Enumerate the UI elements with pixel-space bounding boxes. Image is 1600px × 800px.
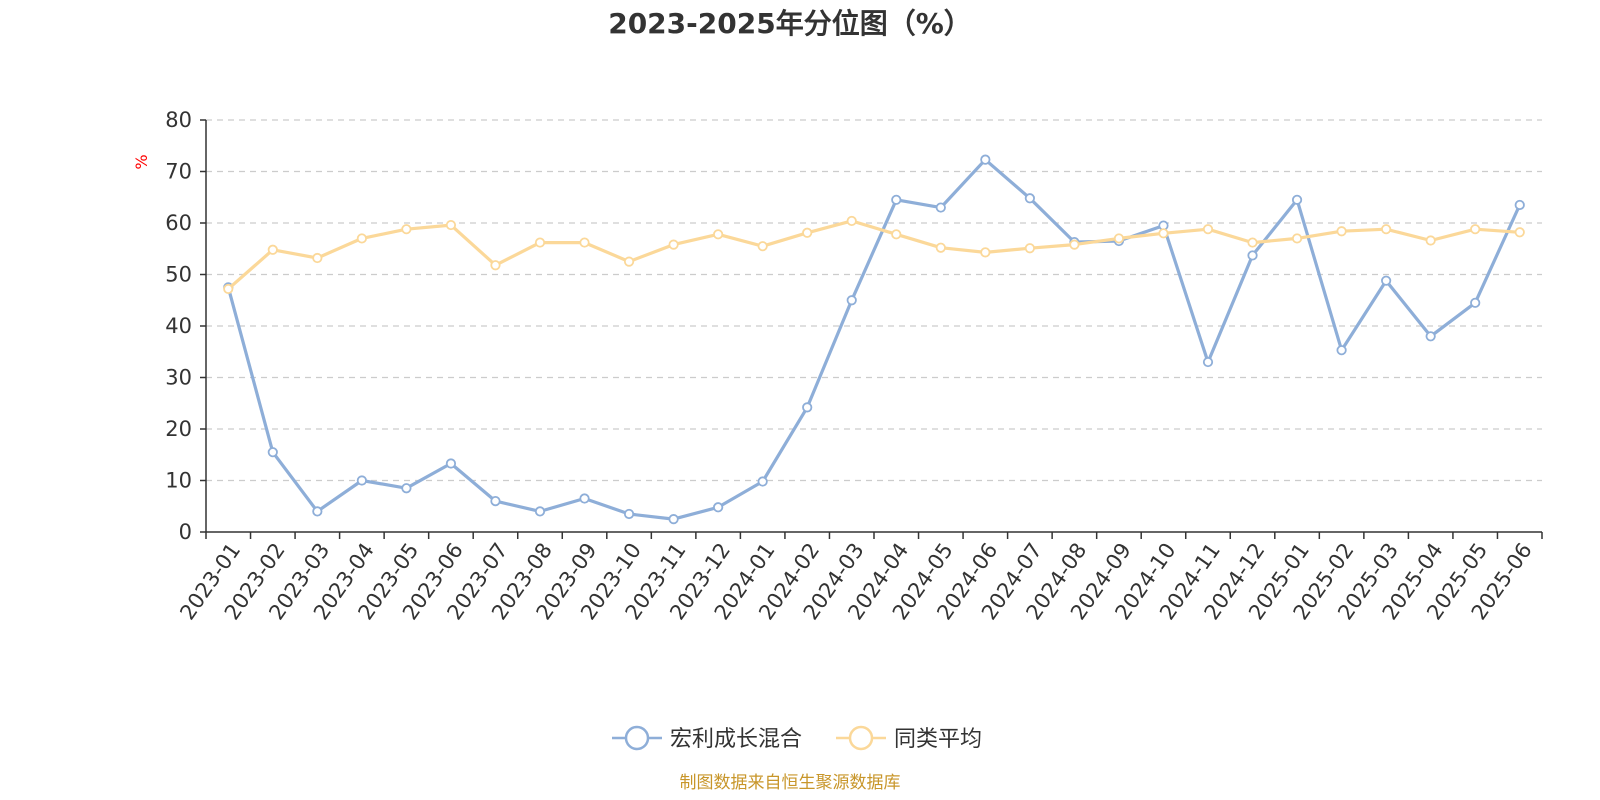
data-point[interactable]	[1202, 224, 1214, 235]
data-point[interactable]	[1113, 233, 1125, 244]
data-point[interactable]	[267, 447, 278, 458]
data-point[interactable]	[401, 483, 412, 494]
data-point[interactable]	[1381, 275, 1392, 286]
data-point[interactable]	[223, 283, 234, 295]
data-point[interactable]	[713, 229, 724, 240]
series-1	[223, 154, 1525, 525]
y-tick-label: 0	[179, 520, 192, 544]
data-point[interactable]	[935, 242, 946, 253]
data-point[interactable]	[312, 252, 323, 264]
data-point[interactable]	[1470, 297, 1481, 308]
y-tick-labels: 0 10 20 30 40 50 60 70 80	[165, 108, 192, 544]
y-tick-label: 50	[165, 263, 192, 287]
legend-item[interactable]: 宏利成长混合	[612, 725, 802, 752]
data-point[interactable]	[490, 495, 501, 507]
legend-marker-icon	[624, 725, 650, 751]
data-point[interactable]	[668, 514, 679, 525]
y-unit-label: %	[132, 154, 151, 169]
y-tick-label: 70	[165, 160, 192, 184]
axes	[200, 119, 1543, 539]
data-point[interactable]	[1024, 193, 1035, 204]
x-tick-labels: 2023-012023-022023-032023-042023-052023-…	[175, 539, 1536, 625]
data-point[interactable]	[1247, 250, 1258, 261]
y-tick-label: 10	[165, 469, 192, 493]
data-point[interactable]	[1291, 233, 1303, 244]
series-line	[226, 158, 1522, 521]
series-line	[227, 219, 1520, 291]
data-point[interactable]	[668, 239, 679, 250]
y-tick-label: 40	[165, 314, 192, 338]
data-point[interactable]	[1514, 227, 1525, 238]
data-point[interactable]	[802, 227, 813, 238]
data-point[interactable]	[935, 202, 946, 213]
data-point[interactable]	[534, 237, 546, 248]
data-point[interactable]	[1291, 194, 1303, 205]
data-point[interactable]	[579, 237, 590, 248]
data-point[interactable]	[891, 229, 902, 240]
data-point[interactable]	[1336, 345, 1347, 356]
data-point[interactable]	[757, 476, 768, 487]
y-tick-label: 20	[165, 417, 192, 441]
series-lines	[223, 154, 1525, 525]
data-point[interactable]	[1381, 224, 1392, 235]
y-tick-label: 60	[165, 211, 192, 235]
legend-item[interactable]: 同类平均	[836, 725, 982, 752]
data-point[interactable]	[490, 260, 501, 271]
data-point[interactable]	[1158, 228, 1169, 239]
data-point[interactable]	[356, 475, 367, 486]
data-point[interactable]	[1336, 226, 1347, 237]
data-point[interactable]	[846, 295, 857, 306]
legend-label: 同类平均	[894, 727, 982, 752]
data-point[interactable]	[846, 215, 857, 227]
data-point[interactable]	[356, 233, 367, 244]
data-point[interactable]	[579, 493, 590, 504]
source-note: 制图数据来自恒生聚源数据库	[680, 773, 901, 793]
data-point[interactable]	[713, 502, 724, 513]
data-point[interactable]	[1514, 199, 1525, 211]
data-point[interactable]	[891, 194, 902, 205]
y-tick-label: 80	[165, 108, 192, 132]
data-point[interactable]	[980, 247, 991, 258]
legend-marker-icon	[848, 725, 874, 751]
legend-label: 宏利成长混合	[670, 727, 802, 752]
series-2	[223, 215, 1525, 295]
legend[interactable]: 宏利成长混合 同类平均	[612, 725, 982, 752]
data-point[interactable]	[1069, 239, 1080, 250]
data-point[interactable]	[1247, 237, 1258, 248]
data-point[interactable]	[401, 224, 412, 235]
data-point[interactable]	[1470, 224, 1481, 235]
data-point[interactable]	[1024, 243, 1035, 254]
data-point[interactable]	[312, 506, 323, 517]
data-point[interactable]	[1202, 356, 1214, 368]
data-point[interactable]	[802, 402, 813, 413]
grid-lines	[206, 119, 1542, 482]
data-point[interactable]	[623, 508, 635, 520]
data-point[interactable]	[267, 244, 278, 255]
data-point[interactable]	[1425, 331, 1436, 342]
y-tick-label: 30	[165, 366, 192, 390]
chart-title: 2023-2025年分位图（%）	[608, 7, 972, 40]
data-point[interactable]	[534, 506, 546, 517]
data-point[interactable]	[1425, 235, 1436, 246]
data-point[interactable]	[445, 219, 457, 231]
data-point[interactable]	[757, 241, 768, 252]
data-point[interactable]	[980, 154, 991, 165]
data-point[interactable]	[445, 458, 457, 469]
data-point[interactable]	[623, 256, 635, 267]
